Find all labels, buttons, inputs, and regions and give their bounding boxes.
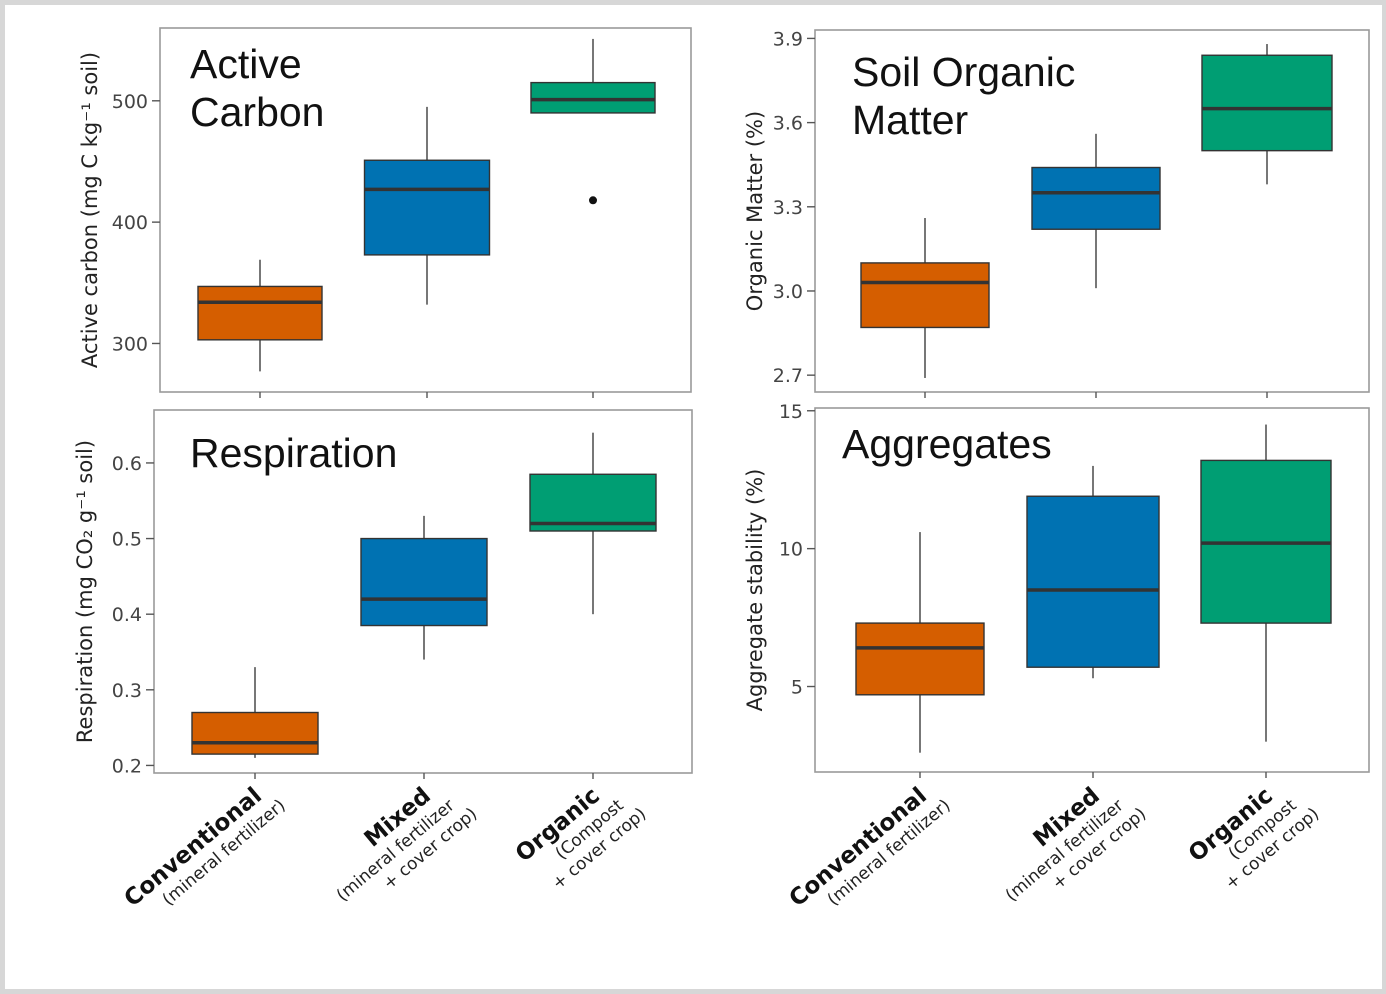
box-organic xyxy=(1201,44,1333,185)
panel-title: Aggregates xyxy=(842,421,1052,467)
iqr-box xyxy=(1026,495,1160,668)
y-axis-title: Respiration (mg CO₂ g⁻¹ soil) xyxy=(73,440,97,743)
iqr-box xyxy=(529,473,657,532)
y-tick-label: 0.6 xyxy=(112,453,142,475)
panel-3: 0.2 0.3 0.4 0.5 0.6 Respiration (mg CO₂ g⁻¹ s… xyxy=(73,409,693,779)
box-conventional xyxy=(855,532,985,753)
y-tick-label: 500 xyxy=(112,91,148,113)
iqr-box xyxy=(191,711,319,755)
y-tick-label: 300 xyxy=(112,333,148,355)
iqr-box xyxy=(363,159,491,256)
box-mixed xyxy=(1026,465,1160,679)
y-tick-label: 3.6 xyxy=(773,113,803,135)
category-label-organic: Organic(Compost+ cover crop) xyxy=(511,783,650,894)
box-mixed xyxy=(360,515,488,660)
y-axis-title: Organic Matter (%) xyxy=(743,111,767,311)
category-label-mixed: Mixed(mineral fertilizer+ cover crop) xyxy=(1002,783,1150,906)
y-tick-label: 0.3 xyxy=(112,680,142,702)
iqr-box xyxy=(530,81,656,114)
box-conventional xyxy=(191,667,319,758)
category-label-conventional: Conventional(mineral fertilizer) xyxy=(785,783,955,913)
panel-1: 300 400 500 Active carbon (mg C kg⁻¹ soil) A… xyxy=(78,27,692,398)
panel-title: Respiration xyxy=(190,430,397,476)
panel-title: Carbon xyxy=(190,89,324,135)
outlier-point xyxy=(589,196,597,205)
box-conventional xyxy=(197,259,323,372)
iqr-box xyxy=(860,262,990,329)
y-tick-label: 2.7 xyxy=(773,365,803,387)
y-tick-label: 10 xyxy=(779,539,803,561)
y-tick-label: 0.5 xyxy=(112,529,142,551)
y-axis-title: Active carbon (mg C kg⁻¹ soil) xyxy=(78,52,102,368)
x-category-labels-left: Conventional(mineral fertilizer) Mixed(mi… xyxy=(120,783,651,913)
box-organic xyxy=(1200,424,1332,742)
y-tick-label: 5 xyxy=(791,677,803,699)
category-label-conventional: Conventional(mineral fertilizer) xyxy=(120,783,290,913)
y-tick-label: 15 xyxy=(779,401,803,423)
iqr-box xyxy=(1201,54,1333,152)
category-label-mixed: Mixed(mineral fertilizer+ cover crop) xyxy=(333,783,481,906)
y-tick-label: 0.4 xyxy=(112,604,142,626)
y-tick-label: 3.9 xyxy=(773,28,803,50)
x-category-labels-right: Conventional(mineral fertilizer) Mixed(mi… xyxy=(785,783,1324,913)
y-tick-label: 400 xyxy=(112,212,148,234)
box-organic xyxy=(529,432,657,615)
panel-4: 5 10 15 Aggregate stability (%) Aggregates xyxy=(743,401,1370,778)
box-organic xyxy=(530,38,656,205)
category-label-organic: Organic(Compost+ cover crop) xyxy=(1184,783,1323,894)
box-conventional xyxy=(860,218,990,378)
iqr-box xyxy=(1031,166,1161,230)
y-axis-title: Aggregate stability (%) xyxy=(743,469,767,712)
panel-2: 2.7 3.0 3.3 3.6 3.9 Organic Matter (%) Soil Or… xyxy=(743,28,1370,398)
y-tick-label: 0.2 xyxy=(112,755,142,777)
panel-title: Soil Organic xyxy=(852,49,1075,95)
iqr-box xyxy=(360,537,488,627)
y-tick-label: 3.3 xyxy=(773,197,803,219)
panel-title: Matter xyxy=(852,97,968,143)
box-mixed xyxy=(363,106,491,305)
iqr-box xyxy=(855,622,985,696)
y-tick-label: 3.0 xyxy=(773,281,803,303)
box-mixed xyxy=(1031,133,1161,289)
panel-title: Active xyxy=(190,41,302,87)
iqr-box xyxy=(197,285,323,341)
